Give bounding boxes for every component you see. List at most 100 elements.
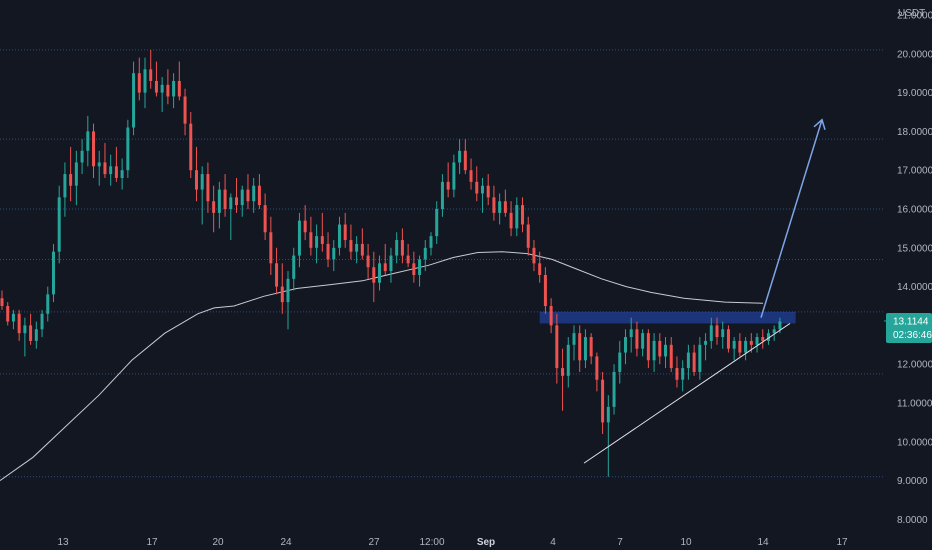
candle-body: [606, 406, 610, 423]
candle-body: [446, 181, 450, 190]
price-tick-label: 17.0000: [897, 166, 932, 177]
candle-body: [29, 325, 33, 341]
current-price-label: 13.1144: [893, 316, 929, 327]
moving-average-line: [0, 251, 764, 482]
price-tick-label: 8.0000: [897, 515, 928, 526]
candle-body: [189, 123, 193, 171]
candle-body: [652, 340, 656, 361]
candle-body: [526, 224, 530, 248]
candle-body: [721, 329, 725, 338]
candle-body: [383, 263, 387, 272]
candle-body: [177, 80, 181, 97]
candle-body: [252, 185, 256, 202]
time-tick-label: 14: [757, 537, 769, 548]
candle-body: [337, 224, 341, 248]
candle-body: [498, 201, 502, 213]
candle-body: [11, 313, 15, 322]
price-tick-label: 14.0000: [897, 282, 932, 293]
candle-body: [503, 201, 507, 213]
candle-body: [172, 80, 176, 97]
candle-body: [366, 255, 370, 268]
time-axis[interactable]: 13 17 20 24 27 12:00 Sep 4 7 10 14 17: [57, 537, 848, 548]
candle-body: [269, 232, 273, 264]
candle-body: [355, 243, 359, 252]
candle-body: [555, 325, 559, 369]
current-price-tag: [886, 312, 932, 343]
price-axis-panel[interactable]: [884, 0, 932, 550]
candle-body: [778, 321, 782, 330]
candle-body: [709, 325, 713, 341]
price-tick-label: 12.0000: [897, 360, 932, 371]
resistance-zone: [539, 311, 796, 324]
time-tick-label: 17: [836, 537, 848, 548]
time-tick-label: 17: [146, 537, 158, 548]
candle-body: [755, 337, 759, 345]
moving-average: [0, 251, 764, 482]
candle-body: [378, 263, 382, 283]
candle-body: [732, 340, 736, 349]
candle-body: [664, 344, 668, 357]
price-tick-label: 20.0000: [897, 49, 932, 60]
candle-body: [595, 356, 599, 380]
candle-body: [463, 150, 467, 171]
candle-body: [480, 185, 484, 194]
candle-body: [126, 127, 130, 171]
candle-body: [69, 174, 73, 186]
candle-body: [395, 240, 399, 256]
candle-body: [206, 174, 210, 202]
price-tick-label: 9.0000: [897, 476, 928, 487]
candle-body: [532, 247, 536, 264]
candle-body: [303, 220, 307, 233]
candle-body: [572, 333, 576, 345]
candle-body: [149, 69, 153, 81]
candle-body: [389, 255, 393, 272]
candle-body: [372, 267, 376, 283]
candle-body: [578, 333, 582, 361]
candle-body: [240, 189, 244, 206]
candle-body: [315, 236, 319, 248]
candle-body: [280, 286, 284, 303]
candle-body: [246, 189, 250, 202]
candle-body: [286, 278, 290, 303]
projection-arrow-shaft: [760, 119, 823, 318]
candle-body: [212, 201, 216, 213]
currency-label: USDT: [898, 8, 925, 19]
candle-body: [332, 247, 336, 260]
candle-body: [418, 259, 422, 275]
price-tick-label: 21.0000: [897, 11, 932, 22]
price-tick-label: 11.0000: [897, 399, 932, 410]
candle-body: [309, 232, 313, 248]
candle-body: [492, 197, 496, 213]
time-tick-label: 4: [550, 537, 556, 548]
candle-body: [618, 352, 622, 372]
candle-body: [17, 313, 21, 334]
time-tick-label: 24: [280, 537, 292, 548]
candle-body: [646, 333, 650, 361]
drawings: [583, 118, 826, 464]
candle-body: [217, 189, 221, 213]
candle-body: [97, 162, 101, 167]
candle-body: [360, 243, 364, 256]
candle-body: [583, 337, 587, 361]
candle-body: [160, 84, 164, 93]
candle-body: [34, 329, 38, 341]
candle-body: [601, 379, 605, 423]
candle-body: [23, 325, 27, 334]
candle-body: [469, 170, 473, 182]
candle-body: [57, 197, 61, 252]
candle-body: [275, 263, 279, 287]
candle-body: [566, 344, 570, 376]
candle-body: [51, 251, 55, 295]
candle-body: [715, 325, 719, 338]
candle-body: [458, 150, 462, 163]
candle-body: [452, 162, 456, 190]
candle-body: [635, 329, 639, 349]
countdown-label: 02:36:46: [893, 330, 932, 341]
candle-body: [623, 337, 627, 353]
candle-body: [766, 333, 770, 341]
candle-body: [63, 174, 67, 198]
candle-body: [681, 368, 685, 380]
candle-body: [326, 243, 330, 260]
projection-arrow-head: [813, 118, 826, 130]
